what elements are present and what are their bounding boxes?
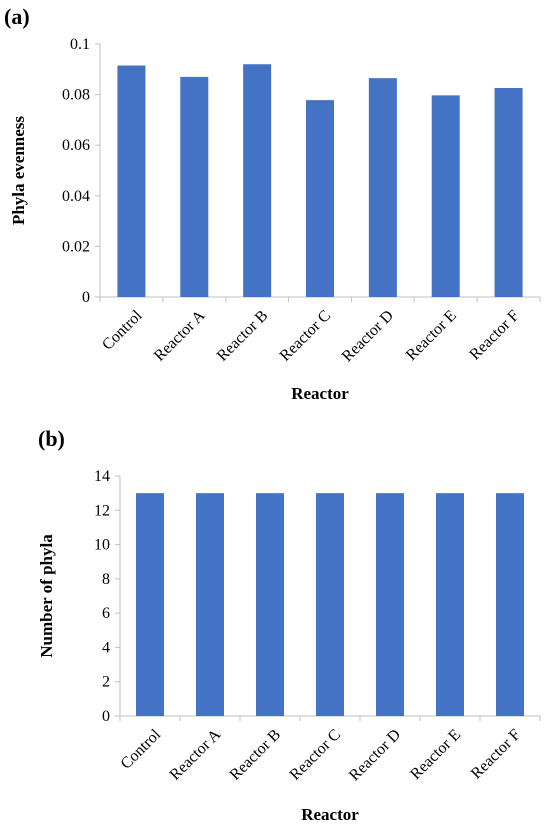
y-tick-label: 10 (94, 537, 110, 554)
y-tick-label: 8 (102, 571, 110, 588)
x-axis-title: Reactor (291, 384, 349, 403)
y-tick-label: 12 (94, 502, 110, 519)
y-tick-label: 0.1 (70, 36, 90, 53)
x-category-label: Reactor D (346, 726, 404, 784)
bar-control (117, 65, 146, 297)
y-axis-title: Phyla evenness (9, 116, 28, 225)
chart-a-phyla-evenness: (a) 0 0.02 0.04 0.06 0.08 0.1 Control Reactor A… (4, 4, 541, 403)
y-tick-label: 14 (94, 468, 110, 485)
bar-reactor-e (436, 493, 464, 716)
y-tick-label: 0 (82, 289, 90, 306)
y-tick-label: 0.08 (62, 87, 90, 104)
y-tick-label: 6 (102, 605, 110, 622)
y-tick-label: 0.06 (62, 137, 90, 154)
y-tick-label: 2 (102, 674, 110, 691)
bar-reactor-c (306, 100, 334, 297)
y-tick-label: 0 (102, 708, 110, 725)
bar-reactor-b (243, 64, 272, 298)
x-category-label: Reactor E (407, 726, 464, 783)
x-axis-title: Reactor (301, 805, 359, 824)
bar-reactor-b (256, 493, 284, 716)
y-tick-label: 0.04 (62, 188, 90, 205)
x-category-label: Reactor B (227, 726, 285, 784)
panel-label-b: (b) (38, 426, 65, 451)
chart-b-number-of-phyla: (b) 0 2 4 6 8 10 12 14 Control Reactor A Reactor B… (37, 426, 541, 824)
x-category-label: Reactor C (287, 726, 345, 784)
x-category-label: Reactor F (468, 726, 524, 782)
y-tick-label: 4 (102, 639, 110, 656)
bar-reactor-f (494, 88, 523, 297)
panel-label-a: (a) (4, 4, 30, 29)
x-category-label: Reactor B (214, 307, 272, 365)
x-category-label: Control (99, 307, 146, 354)
bar-reactor-d (368, 78, 397, 297)
bar-control (136, 493, 164, 716)
x-category-label: Reactor C (277, 307, 335, 365)
x-category-label: Reactor A (167, 726, 225, 784)
bar-reactor-d (376, 493, 404, 716)
y-tick-label: 0.02 (62, 238, 90, 255)
bar-reactor-c (316, 493, 344, 716)
x-category-label: Control (118, 726, 165, 773)
bar-reactor-a (180, 76, 209, 297)
bar-reactor-a (196, 493, 224, 716)
x-category-label: Reactor E (403, 307, 460, 364)
bar-reactor-f (496, 493, 524, 716)
bar-reactor-e (431, 95, 460, 297)
x-category-label: Reactor D (339, 307, 397, 365)
y-axis-title: Number of phyla (37, 534, 56, 658)
x-category-label: Reactor F (466, 307, 522, 363)
x-category-label: Reactor A (151, 307, 209, 365)
